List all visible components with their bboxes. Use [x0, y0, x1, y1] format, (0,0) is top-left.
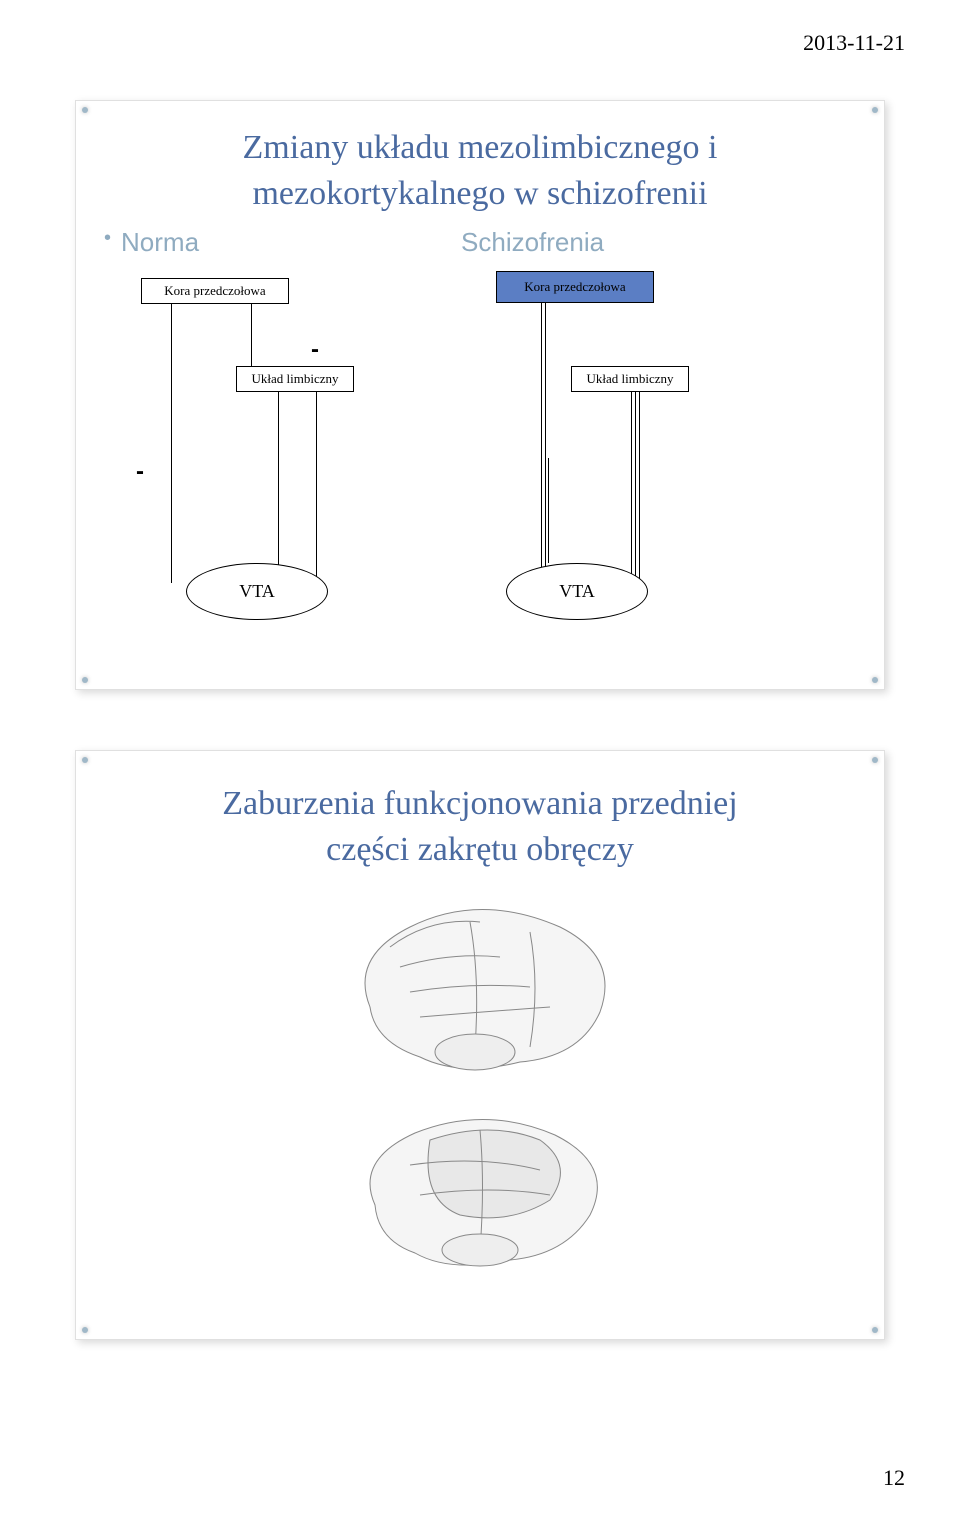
- minus-label: -: [311, 336, 319, 364]
- minus-label: -: [136, 458, 144, 486]
- slide-2-title-line2: części zakrętu obręczy: [326, 831, 634, 868]
- corner-dot-icon: [82, 1327, 88, 1333]
- page-number: 12: [883, 1465, 905, 1491]
- corner-dot-icon: [82, 107, 88, 113]
- bullet-icon: •: [76, 227, 121, 258]
- box-limbic-left: Układ limbiczny: [236, 366, 354, 392]
- brain-lateral-icon: [330, 897, 630, 1087]
- brain-images-area: [76, 897, 884, 1285]
- corner-dot-icon: [872, 757, 878, 763]
- slide-2: Zaburzenia funkcjonowania przedniej częś…: [75, 750, 885, 1340]
- line: [316, 390, 317, 583]
- subhead-norma: Norma: [121, 227, 421, 258]
- brain-medial-icon: [330, 1105, 630, 1285]
- corner-dot-icon: [82, 757, 88, 763]
- subhead-schizofrenia: Schizofrenia: [461, 227, 604, 258]
- line: [548, 458, 549, 563]
- slide-1-title: Zmiany układu mezolimbicznego i mezokort…: [76, 125, 884, 217]
- slide-1-title-line1: Zmiany układu mezolimbicznego i: [243, 129, 718, 166]
- slide-1-title-line2: mezokortykalnego w schizofrenii: [252, 175, 707, 212]
- corner-dot-icon: [82, 677, 88, 683]
- corner-dot-icon: [872, 107, 878, 113]
- box-limbic-right: Układ limbiczny: [571, 366, 689, 392]
- ellipse-vta-right: VTA: [506, 563, 648, 620]
- diagram-area: Kora przedczołowa - Układ limbiczny - VT…: [76, 258, 884, 638]
- line: [171, 303, 172, 583]
- page-container: 2013-11-21 Zmiany układu mezolimbicznego…: [0, 0, 960, 1527]
- box-cortex-left: Kora przedczołowa: [141, 278, 289, 304]
- line: [635, 390, 636, 598]
- line: [639, 390, 640, 582]
- line: [541, 303, 542, 578]
- line: [251, 303, 252, 373]
- header-date: 2013-11-21: [803, 30, 905, 56]
- corner-dot-icon: [872, 1327, 878, 1333]
- box-cortex-right: Kora przedczołowa: [496, 271, 654, 303]
- slide-2-title: Zaburzenia funkcjonowania przedniej częś…: [76, 781, 884, 873]
- subheading-row: • Norma Schizofrenia: [76, 227, 884, 258]
- line: [631, 390, 632, 598]
- slide-1: Zmiany układu mezolimbicznego i mezokort…: [75, 100, 885, 690]
- corner-dot-icon: [872, 677, 878, 683]
- slide-2-title-line1: Zaburzenia funkcjonowania przedniej: [222, 785, 737, 822]
- ellipse-vta-left: VTA: [186, 563, 328, 620]
- line: [545, 303, 546, 575]
